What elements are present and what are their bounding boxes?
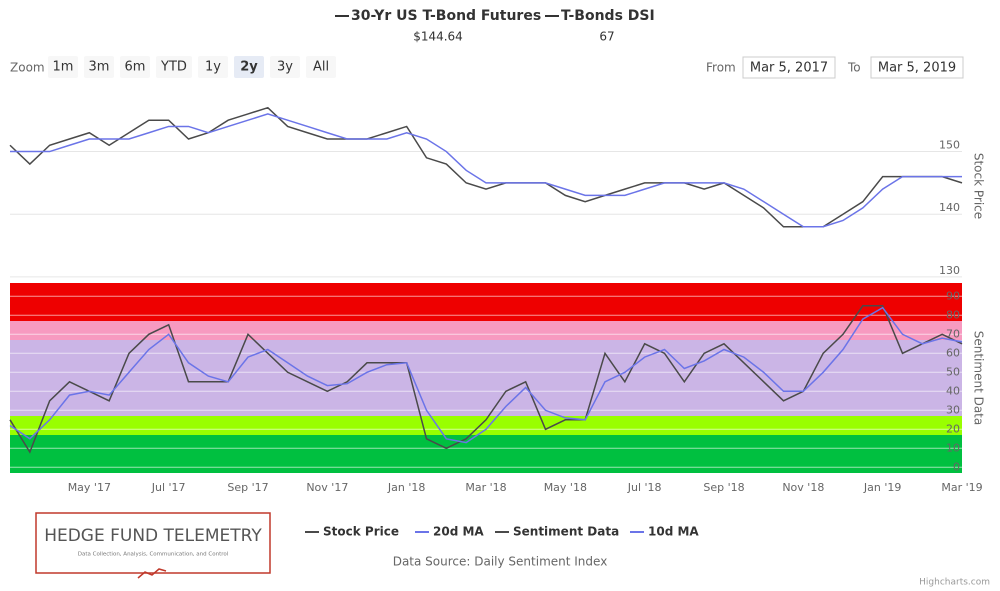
header-legend-name: 30-Yr US T-Bond Futures xyxy=(351,8,541,24)
series-line xyxy=(9,106,963,228)
y-tick-label: 60 xyxy=(946,346,960,359)
y-tick-label: 70 xyxy=(946,327,960,340)
zoom-button-label[interactable]: 3m xyxy=(89,60,110,75)
logo-icon xyxy=(137,568,167,579)
x-tick-label: Jul '18 xyxy=(627,481,662,494)
x-tick-label: Jan '18 xyxy=(387,481,425,494)
sentiment-band xyxy=(10,435,962,473)
to-input[interactable] xyxy=(870,56,964,79)
zoom-button[interactable] xyxy=(234,56,264,78)
legend-label[interactable]: 20d MA xyxy=(433,525,484,539)
zoom-button[interactable] xyxy=(84,56,114,78)
series-line xyxy=(9,306,963,444)
y-tick-label: 30 xyxy=(946,403,960,416)
x-tick-label: Nov '18 xyxy=(782,481,824,494)
credits: Highcharts.com xyxy=(919,578,990,588)
zoom-button[interactable] xyxy=(120,56,150,78)
x-tick-label: May '18 xyxy=(544,481,587,494)
sentiment-band xyxy=(10,321,962,340)
y-tick-label: 90 xyxy=(946,289,960,302)
y-tick-label: 40 xyxy=(946,384,960,397)
zoom-button-label[interactable]: 1y xyxy=(205,60,221,75)
y-tick-label: 80 xyxy=(946,308,960,321)
x-tick-label: Jul '17 xyxy=(151,481,186,494)
logo-title: HEDGE FUND TELEMETRY xyxy=(44,526,262,546)
x-tick-label: Sep '18 xyxy=(703,481,744,494)
y-tick-label: 50 xyxy=(946,365,960,378)
y-axis-title: Stock Price xyxy=(972,153,986,219)
series-line xyxy=(10,113,962,228)
zoom-button-label[interactable]: YTD xyxy=(160,60,187,75)
x-tick-label: Sep '17 xyxy=(227,481,268,494)
x-tick-label: Nov '17 xyxy=(306,481,348,494)
from-label: From xyxy=(706,61,736,75)
header-value: 67 xyxy=(599,30,614,44)
legend-label[interactable]: Stock Price xyxy=(323,525,399,539)
zoom-button-label[interactable]: 2y xyxy=(240,60,258,75)
zoom-button-label[interactable]: All xyxy=(313,60,329,75)
zoom-label: Zoom xyxy=(10,61,45,75)
y-tick-label: 140 xyxy=(939,201,960,214)
zoom-button[interactable] xyxy=(198,56,228,78)
legend-label[interactable]: 10d MA xyxy=(648,525,699,539)
legend-label[interactable]: Sentiment Data xyxy=(513,525,619,539)
to-value[interactable]: Mar 5, 2019 xyxy=(878,61,956,76)
zoom-button[interactable] xyxy=(306,56,336,78)
sentiment-band xyxy=(10,416,962,435)
header-legend-name: T-Bonds DSI xyxy=(561,8,655,24)
y-tick-label: 0 xyxy=(953,460,960,473)
from-value[interactable]: Mar 5, 2017 xyxy=(750,61,828,76)
x-tick-label: May '17 xyxy=(68,481,111,494)
source: Data Source: Daily Sentiment Index xyxy=(393,555,608,569)
y-tick-label: 20 xyxy=(946,422,960,435)
header-value: $144.64 xyxy=(413,30,463,44)
x-tick-label: Mar '18 xyxy=(465,481,506,494)
y-axis-title: Sentiment Data xyxy=(972,331,986,426)
y-tick-label: 130 xyxy=(939,264,960,277)
sentiment-band xyxy=(10,283,962,321)
y-tick-label: 150 xyxy=(939,139,960,152)
zoom-button[interactable] xyxy=(156,56,192,78)
logo-subtitle: Data Collection, Analysis, Communication… xyxy=(78,552,229,558)
zoom-button-label[interactable]: 6m xyxy=(125,60,146,75)
y-tick-label: 10 xyxy=(946,441,960,454)
logo-box xyxy=(35,512,271,574)
x-tick-label: Mar '19 xyxy=(941,481,982,494)
zoom-button[interactable] xyxy=(48,56,78,78)
x-tick-label: Jan '19 xyxy=(863,481,901,494)
from-input[interactable] xyxy=(742,56,836,79)
to-label: To xyxy=(847,61,861,75)
zoom-button[interactable] xyxy=(270,56,300,78)
zoom-button-label[interactable]: 3y xyxy=(277,60,293,75)
sentiment-band xyxy=(10,340,962,416)
zoom-button-label[interactable]: 1m xyxy=(53,60,74,75)
